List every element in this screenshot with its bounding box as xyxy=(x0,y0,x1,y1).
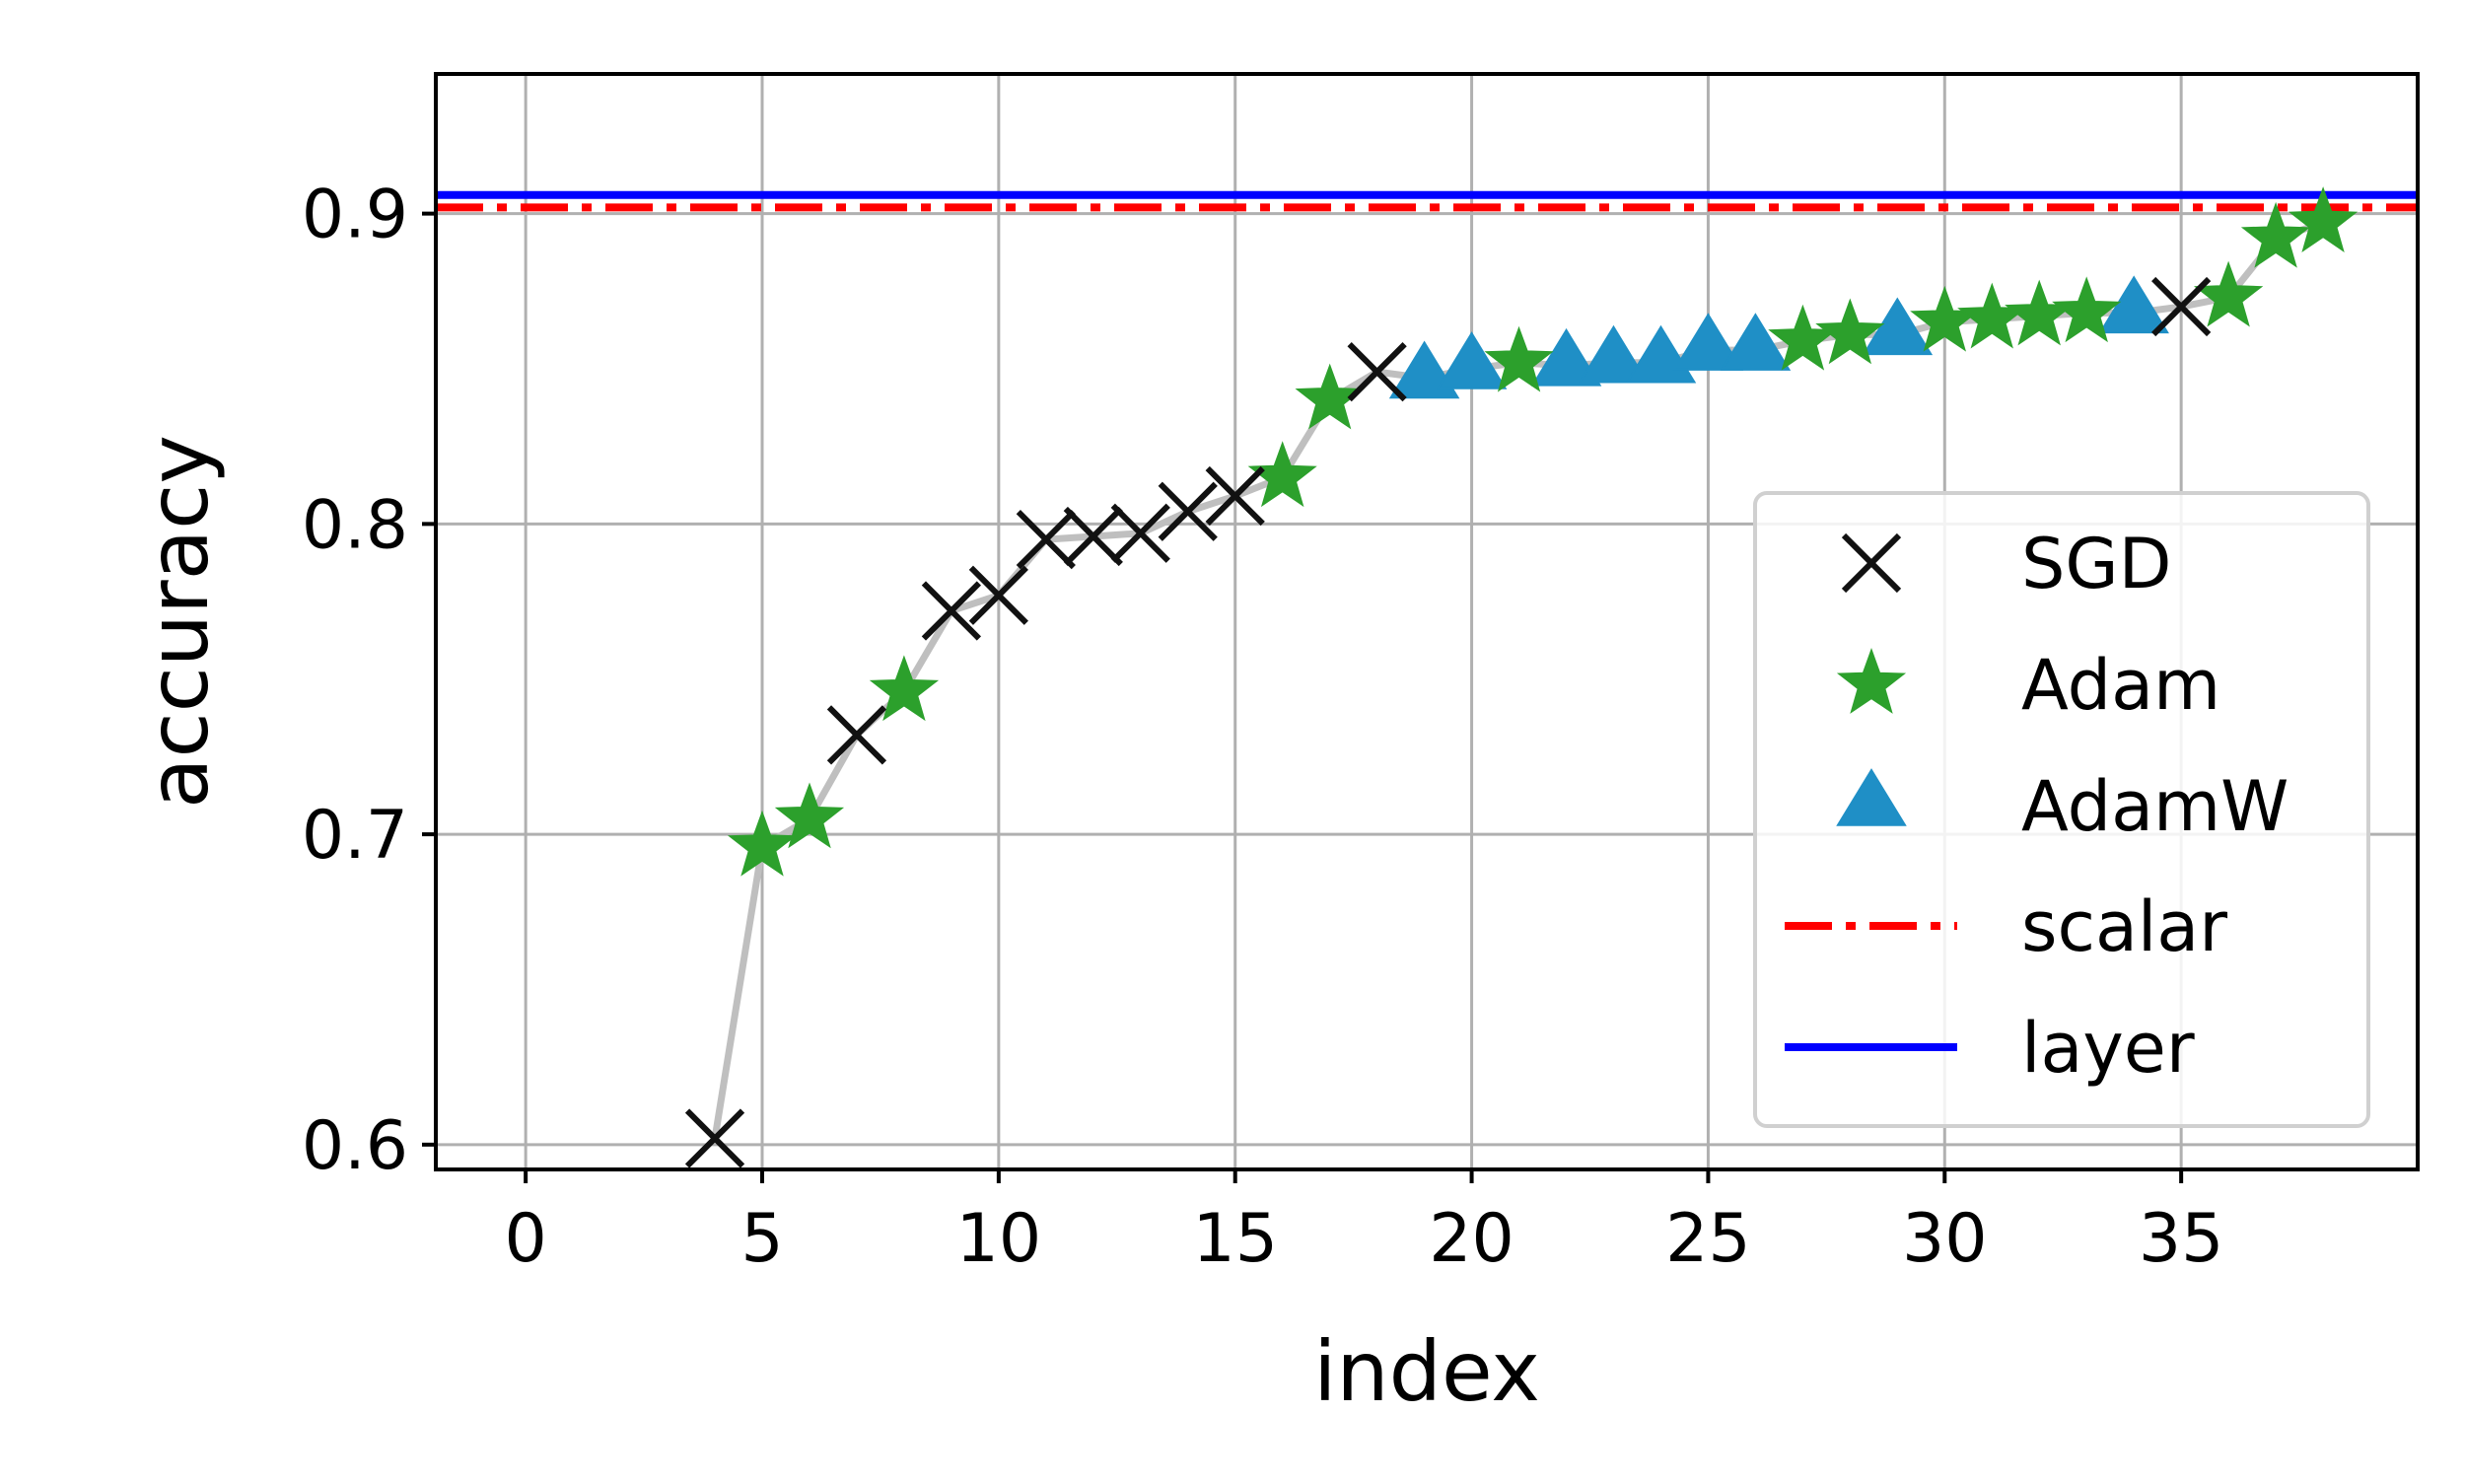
x-tick-label: 10 xyxy=(956,1200,1042,1278)
x-tick-label: 15 xyxy=(1192,1200,1278,1278)
sgd-marker-stroke-b xyxy=(968,565,1028,625)
legend-sgd-label: SGD xyxy=(2021,524,2172,604)
adam-marker xyxy=(2240,201,2311,268)
reference-lines xyxy=(436,190,2418,212)
sgd-marker-stroke-b xyxy=(2151,276,2212,337)
plot-frame xyxy=(434,72,2420,1171)
sgd-marker xyxy=(968,565,1028,625)
adam-marker xyxy=(2288,186,2359,252)
adam-marker xyxy=(1484,325,1554,392)
adamw-marker xyxy=(1436,331,1508,389)
x-tick-label: 20 xyxy=(1429,1200,1514,1278)
legend-box xyxy=(1753,491,2370,1128)
adamw-marker xyxy=(1530,327,1602,387)
legend-sgd-symbol-stroke-b xyxy=(1841,532,1902,594)
markers xyxy=(684,186,2359,1168)
axis-ticks: 0 5 10 15 20 25 30 35 0.6 0.7 0.8 0.9 xyxy=(302,177,2224,1278)
legend-adam-label: Adam xyxy=(2021,645,2220,726)
sgd-marker-stroke-b xyxy=(1110,503,1170,563)
legend-adamw-symbol xyxy=(1836,768,1907,826)
sgd-marker-stroke-b xyxy=(1158,481,1218,541)
legend-adam-symbol xyxy=(1836,648,1907,714)
sgd-marker-stroke-b xyxy=(1347,342,1407,402)
adam-marker xyxy=(1295,363,1365,430)
sgd-marker xyxy=(1205,465,1265,527)
x-tick-label: 25 xyxy=(1665,1200,1751,1278)
y-tick-label: 0.6 xyxy=(302,1107,408,1185)
sgd-marker xyxy=(1063,506,1123,567)
adam-marker xyxy=(1247,441,1317,508)
y-tick-label: 0.7 xyxy=(302,797,408,875)
legend-sgd-symbol xyxy=(1841,532,1902,594)
x-tick-label: 30 xyxy=(1902,1200,1988,1278)
sgd-marker-stroke-b xyxy=(921,581,982,641)
legend-layer-label: layer xyxy=(2021,1008,2195,1089)
legend-scalar-label: scalar xyxy=(2021,886,2227,967)
x-tick-label: 0 xyxy=(505,1200,547,1278)
adam-marker xyxy=(727,810,798,877)
sgd-marker xyxy=(1347,342,1407,402)
x-tick-label: 35 xyxy=(2139,1200,2224,1278)
adam-marker xyxy=(1957,282,2027,349)
sgd-marker-stroke-b xyxy=(1016,509,1076,570)
sgd-marker xyxy=(1110,503,1170,563)
legend: SGD Adam AdamW scalar layer xyxy=(1753,491,2370,1128)
legend-adamw-label: AdamW xyxy=(2021,766,2289,847)
sgd-marker xyxy=(2151,276,2212,337)
sgd-marker xyxy=(684,1108,745,1168)
adam-marker xyxy=(774,782,845,849)
sgd-marker xyxy=(1016,509,1076,570)
adam-marker xyxy=(869,655,940,722)
y-tick-label: 0.9 xyxy=(302,177,408,254)
y-tick-label: 0.8 xyxy=(302,486,408,564)
sgd-marker-stroke-b xyxy=(684,1108,745,1168)
sgd-marker xyxy=(826,705,887,765)
sgd-marker-stroke-b xyxy=(826,705,887,765)
adamw-marker xyxy=(1672,313,1744,371)
sgd-marker-stroke-b xyxy=(1063,506,1123,567)
adam-marker xyxy=(2005,279,2075,346)
adamw-marker xyxy=(1578,324,1650,384)
adamw-marker xyxy=(1862,297,1934,356)
adamw-marker xyxy=(1720,313,1792,371)
y-axis-label: accuracy xyxy=(130,435,227,809)
adam-marker xyxy=(2052,276,2122,343)
sgd-marker-stroke-b xyxy=(1205,465,1265,527)
x-axis-label: index xyxy=(1313,1323,1540,1420)
adam-marker xyxy=(1815,298,1885,365)
sgd-marker xyxy=(921,581,982,641)
adamw-marker xyxy=(2098,275,2169,334)
sgd-marker xyxy=(1158,481,1218,541)
x-tick-label: 5 xyxy=(740,1200,783,1278)
